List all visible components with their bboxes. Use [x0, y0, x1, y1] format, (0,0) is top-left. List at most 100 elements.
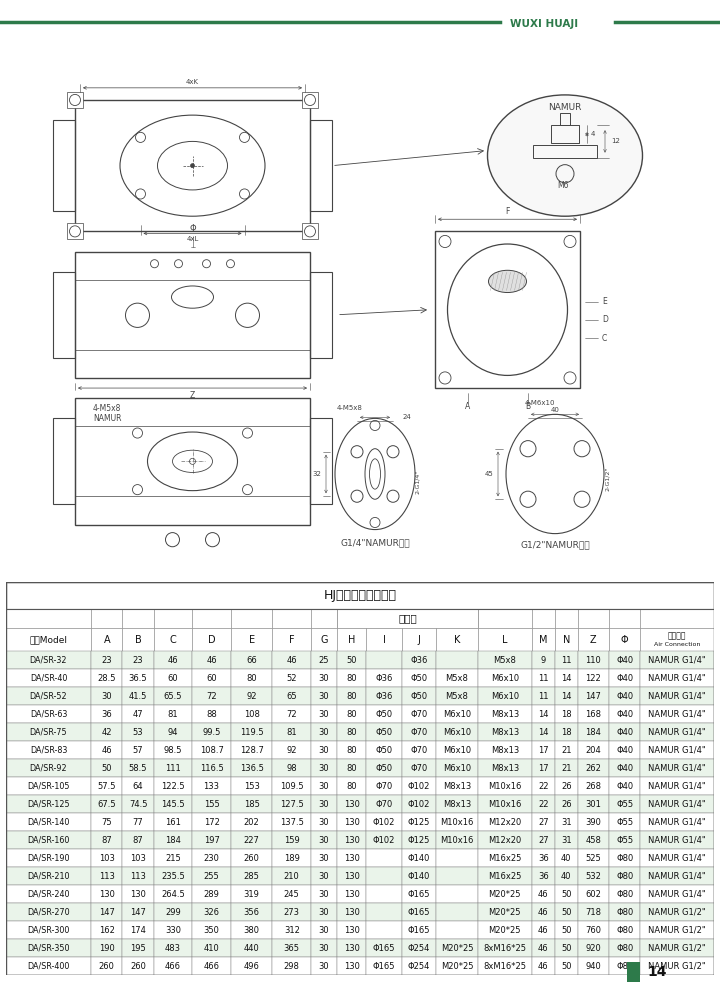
Bar	[192, 867, 231, 885]
Bar	[402, 651, 436, 669]
Bar	[478, 957, 532, 975]
Text: DA/SR-75: DA/SR-75	[30, 727, 67, 736]
Text: 11: 11	[538, 692, 549, 701]
Text: NAMUR G1/4": NAMUR G1/4"	[649, 890, 706, 898]
Text: Φ102: Φ102	[373, 836, 395, 844]
Text: Φ125: Φ125	[408, 836, 430, 844]
Text: NAMUR G1/2": NAMUR G1/2"	[649, 907, 706, 916]
Text: M16x25: M16x25	[488, 853, 521, 863]
Bar	[6, 921, 91, 939]
Text: G1/2"NAMUR标准: G1/2"NAMUR标准	[520, 541, 590, 549]
Text: 137.5: 137.5	[280, 818, 304, 827]
Bar	[402, 759, 436, 778]
Bar	[478, 741, 532, 759]
Bar	[231, 759, 272, 778]
Text: 215: 215	[165, 853, 181, 863]
Text: 81: 81	[168, 710, 179, 719]
Bar	[577, 921, 609, 939]
Bar	[609, 957, 640, 975]
Bar	[153, 687, 192, 705]
Text: 46: 46	[538, 890, 549, 898]
Bar	[6, 849, 91, 867]
Bar	[609, 759, 640, 778]
Text: 14: 14	[647, 965, 667, 979]
Text: Φ125: Φ125	[408, 818, 430, 827]
Bar	[609, 903, 640, 921]
Bar	[577, 759, 609, 778]
Bar	[640, 903, 714, 921]
Text: 88: 88	[206, 710, 217, 719]
Bar	[153, 795, 192, 813]
Text: 74.5: 74.5	[129, 799, 148, 809]
Text: 72: 72	[287, 710, 297, 719]
Text: 255: 255	[204, 872, 220, 881]
Text: 301: 301	[585, 799, 601, 809]
Bar	[577, 628, 609, 651]
Bar	[192, 832, 231, 849]
Bar	[311, 723, 337, 741]
Bar	[337, 628, 366, 651]
Bar	[122, 885, 153, 903]
Bar	[532, 669, 555, 687]
Text: 103: 103	[130, 853, 146, 863]
Text: 483: 483	[165, 944, 181, 953]
Text: 30: 30	[319, 692, 329, 701]
Text: 30: 30	[319, 799, 329, 809]
Bar	[577, 903, 609, 921]
Bar	[436, 795, 478, 813]
Bar	[337, 669, 366, 687]
Text: 22: 22	[538, 781, 549, 790]
Text: 98: 98	[287, 764, 297, 773]
Bar	[366, 669, 402, 687]
Bar	[6, 628, 91, 651]
Bar	[302, 91, 318, 108]
Text: 连接孔: 连接孔	[398, 613, 417, 623]
Bar	[337, 687, 366, 705]
Text: 46: 46	[287, 656, 297, 665]
Ellipse shape	[487, 95, 642, 216]
Text: Φ140: Φ140	[408, 853, 430, 863]
Bar	[478, 903, 532, 921]
Text: 30: 30	[319, 836, 329, 844]
Bar	[555, 885, 577, 903]
Text: 8xM16*25: 8xM16*25	[483, 961, 526, 970]
Bar	[192, 705, 231, 723]
Text: N: N	[562, 635, 570, 645]
Bar	[577, 608, 609, 628]
Bar	[231, 813, 272, 832]
Text: A: A	[104, 635, 110, 645]
Bar	[337, 903, 366, 921]
Text: Φ80: Φ80	[616, 961, 634, 970]
Text: 53: 53	[132, 727, 143, 736]
Text: 227: 227	[243, 836, 260, 844]
Bar	[478, 778, 532, 795]
Text: Φ40: Φ40	[616, 673, 633, 682]
Bar	[577, 939, 609, 957]
Text: 30: 30	[319, 853, 329, 863]
Bar	[560, 113, 570, 125]
Text: Φ254: Φ254	[408, 944, 430, 953]
Bar	[311, 957, 337, 975]
Text: 109.5: 109.5	[280, 781, 304, 790]
Bar	[532, 903, 555, 921]
Text: 40: 40	[561, 853, 572, 863]
Text: 64: 64	[132, 781, 143, 790]
Text: DA/SR-400: DA/SR-400	[27, 961, 70, 970]
Text: M6x10: M6x10	[443, 710, 471, 719]
Text: 60: 60	[206, 673, 217, 682]
Bar	[366, 759, 402, 778]
Text: M8x13: M8x13	[491, 746, 519, 755]
Bar	[272, 939, 311, 957]
Bar	[478, 651, 532, 669]
Text: M5x8: M5x8	[493, 656, 516, 665]
Text: DA/SR-270: DA/SR-270	[27, 907, 70, 916]
Bar	[366, 832, 402, 849]
Bar	[609, 921, 640, 939]
Text: 12: 12	[611, 139, 620, 145]
Bar	[337, 813, 366, 832]
Bar	[609, 669, 640, 687]
Bar	[609, 705, 640, 723]
Text: 130: 130	[343, 853, 359, 863]
Text: Φ70: Φ70	[410, 746, 428, 755]
Text: 87: 87	[132, 836, 143, 844]
